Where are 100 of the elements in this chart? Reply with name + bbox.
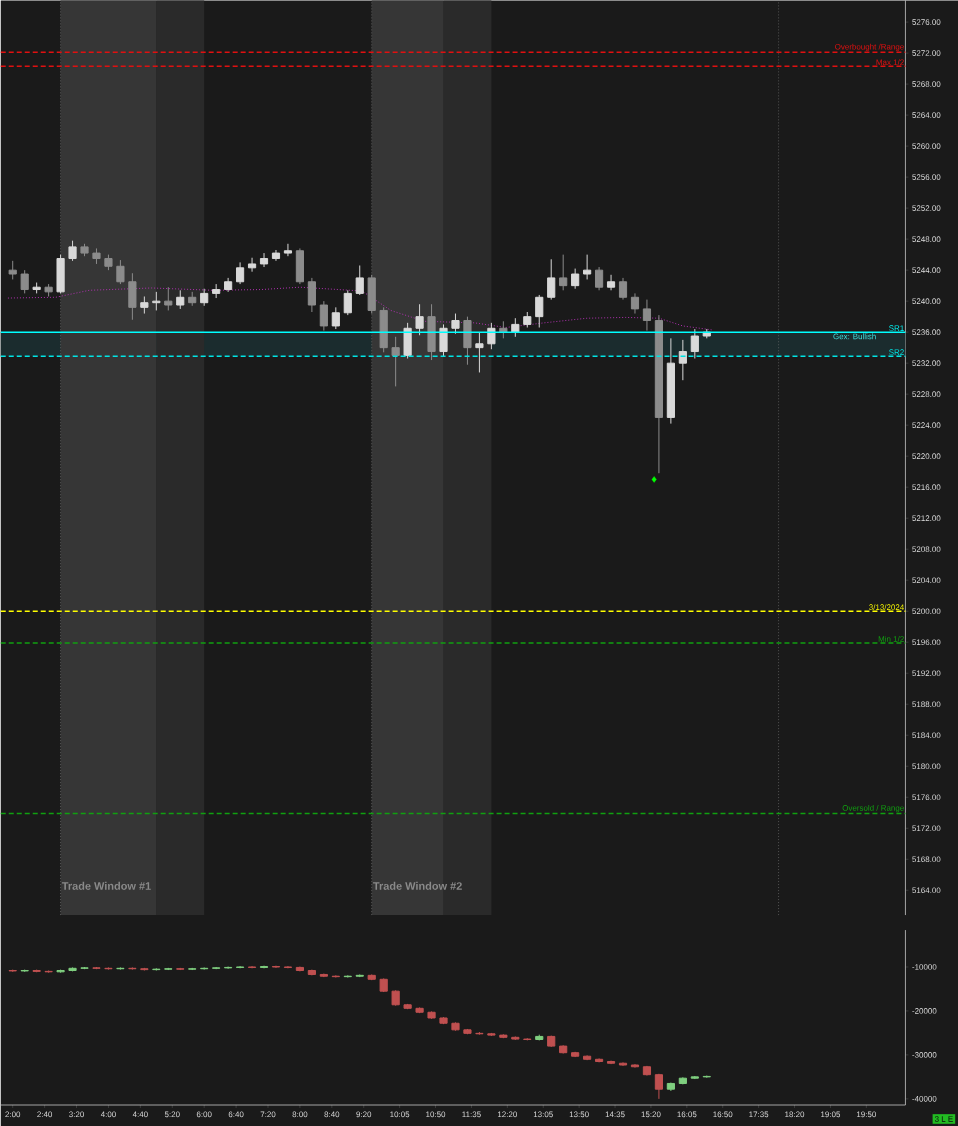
candlestick xyxy=(283,243,292,257)
candlestick xyxy=(642,299,651,332)
candlestick xyxy=(235,261,244,285)
candlestick xyxy=(570,1051,580,1058)
candlestick xyxy=(582,254,592,280)
candlestick xyxy=(128,966,137,971)
candlestick xyxy=(80,966,89,970)
candlestick xyxy=(546,258,556,301)
candlestick xyxy=(439,323,448,358)
candlestick xyxy=(594,266,603,291)
candlestick xyxy=(511,1035,520,1041)
candlestick xyxy=(594,1057,603,1063)
candlestick xyxy=(247,257,256,273)
candlestick xyxy=(164,286,173,311)
candlestick xyxy=(164,967,173,971)
candlestick xyxy=(511,317,520,338)
candlestick xyxy=(32,969,41,973)
candlestick xyxy=(630,1063,639,1069)
candlestick xyxy=(666,337,675,425)
candlestick xyxy=(427,1010,436,1020)
line-series xyxy=(7,286,712,331)
candlestick xyxy=(187,291,197,307)
candlestick xyxy=(319,300,328,332)
candlestick xyxy=(546,1035,556,1048)
candlestick xyxy=(92,247,101,265)
candlestick xyxy=(223,277,233,293)
band-label: Trade Window #1 xyxy=(61,881,151,890)
candlestick xyxy=(20,269,29,294)
candlestick xyxy=(80,243,89,257)
candlestick xyxy=(534,1034,544,1041)
candlestick xyxy=(116,259,125,285)
candlestick xyxy=(32,282,41,294)
candlestick xyxy=(271,249,280,262)
candlestick xyxy=(415,1006,424,1014)
candlestick xyxy=(630,292,639,315)
candlestick xyxy=(690,1075,699,1080)
candlestick xyxy=(654,314,663,474)
candlestick xyxy=(582,1054,592,1061)
candlestick xyxy=(534,294,544,328)
candlestick xyxy=(523,1037,532,1041)
candlestick xyxy=(606,1060,615,1065)
candlestick xyxy=(116,966,125,971)
band-label: Trade Window #2 xyxy=(372,881,462,890)
candlestick xyxy=(259,965,268,969)
candlestick xyxy=(223,966,233,970)
candlestick xyxy=(187,967,197,971)
candlestick xyxy=(654,1073,663,1100)
candlestick xyxy=(152,291,161,311)
candlestick xyxy=(140,967,149,971)
candlestick xyxy=(307,277,316,313)
candlestick xyxy=(379,977,388,993)
candlestick xyxy=(68,966,77,972)
candlestick xyxy=(319,973,328,978)
candlestick xyxy=(451,313,460,335)
candlestick xyxy=(391,989,400,1007)
candlestick xyxy=(499,1033,508,1039)
candlestick xyxy=(606,274,615,291)
candlestick xyxy=(403,322,412,360)
candlestick xyxy=(367,274,376,315)
candlestick xyxy=(128,272,137,321)
candlestick xyxy=(140,296,149,315)
candlestick xyxy=(690,328,699,360)
candlestick xyxy=(8,260,17,280)
candlestick xyxy=(415,303,424,336)
candlestick xyxy=(475,331,484,373)
candlestick xyxy=(235,965,244,969)
candlestick xyxy=(355,264,364,296)
candlestick xyxy=(92,966,101,970)
candlestick xyxy=(56,254,65,294)
candlestick xyxy=(678,1076,687,1085)
candlestick xyxy=(367,973,376,981)
candlestick xyxy=(451,1021,460,1032)
candlestick xyxy=(702,1075,711,1079)
candlestick xyxy=(427,303,436,361)
candlestick xyxy=(439,1016,448,1025)
candlestick xyxy=(56,969,65,974)
candlestick xyxy=(259,252,268,268)
candlestick xyxy=(523,311,532,328)
candlestick xyxy=(295,247,304,285)
candlestick xyxy=(295,966,304,972)
candlestick xyxy=(247,965,256,969)
candlestick xyxy=(44,283,53,297)
candlestick xyxy=(8,969,17,973)
candlestick xyxy=(211,283,221,299)
candlestick xyxy=(68,240,77,262)
candlestick xyxy=(175,289,185,310)
candlestick xyxy=(271,965,280,969)
candlestick xyxy=(199,288,209,307)
candlestick xyxy=(355,973,364,978)
candlestick xyxy=(463,316,472,366)
candlestick xyxy=(391,336,400,387)
candlestick xyxy=(20,969,29,973)
candlestick xyxy=(642,1065,651,1077)
candlestick xyxy=(343,289,352,316)
candlestick xyxy=(104,966,113,971)
candlestick xyxy=(379,306,388,353)
candlestick xyxy=(211,966,221,970)
candlestick xyxy=(618,277,627,301)
candlestick xyxy=(558,254,568,291)
candlestick xyxy=(331,306,340,330)
